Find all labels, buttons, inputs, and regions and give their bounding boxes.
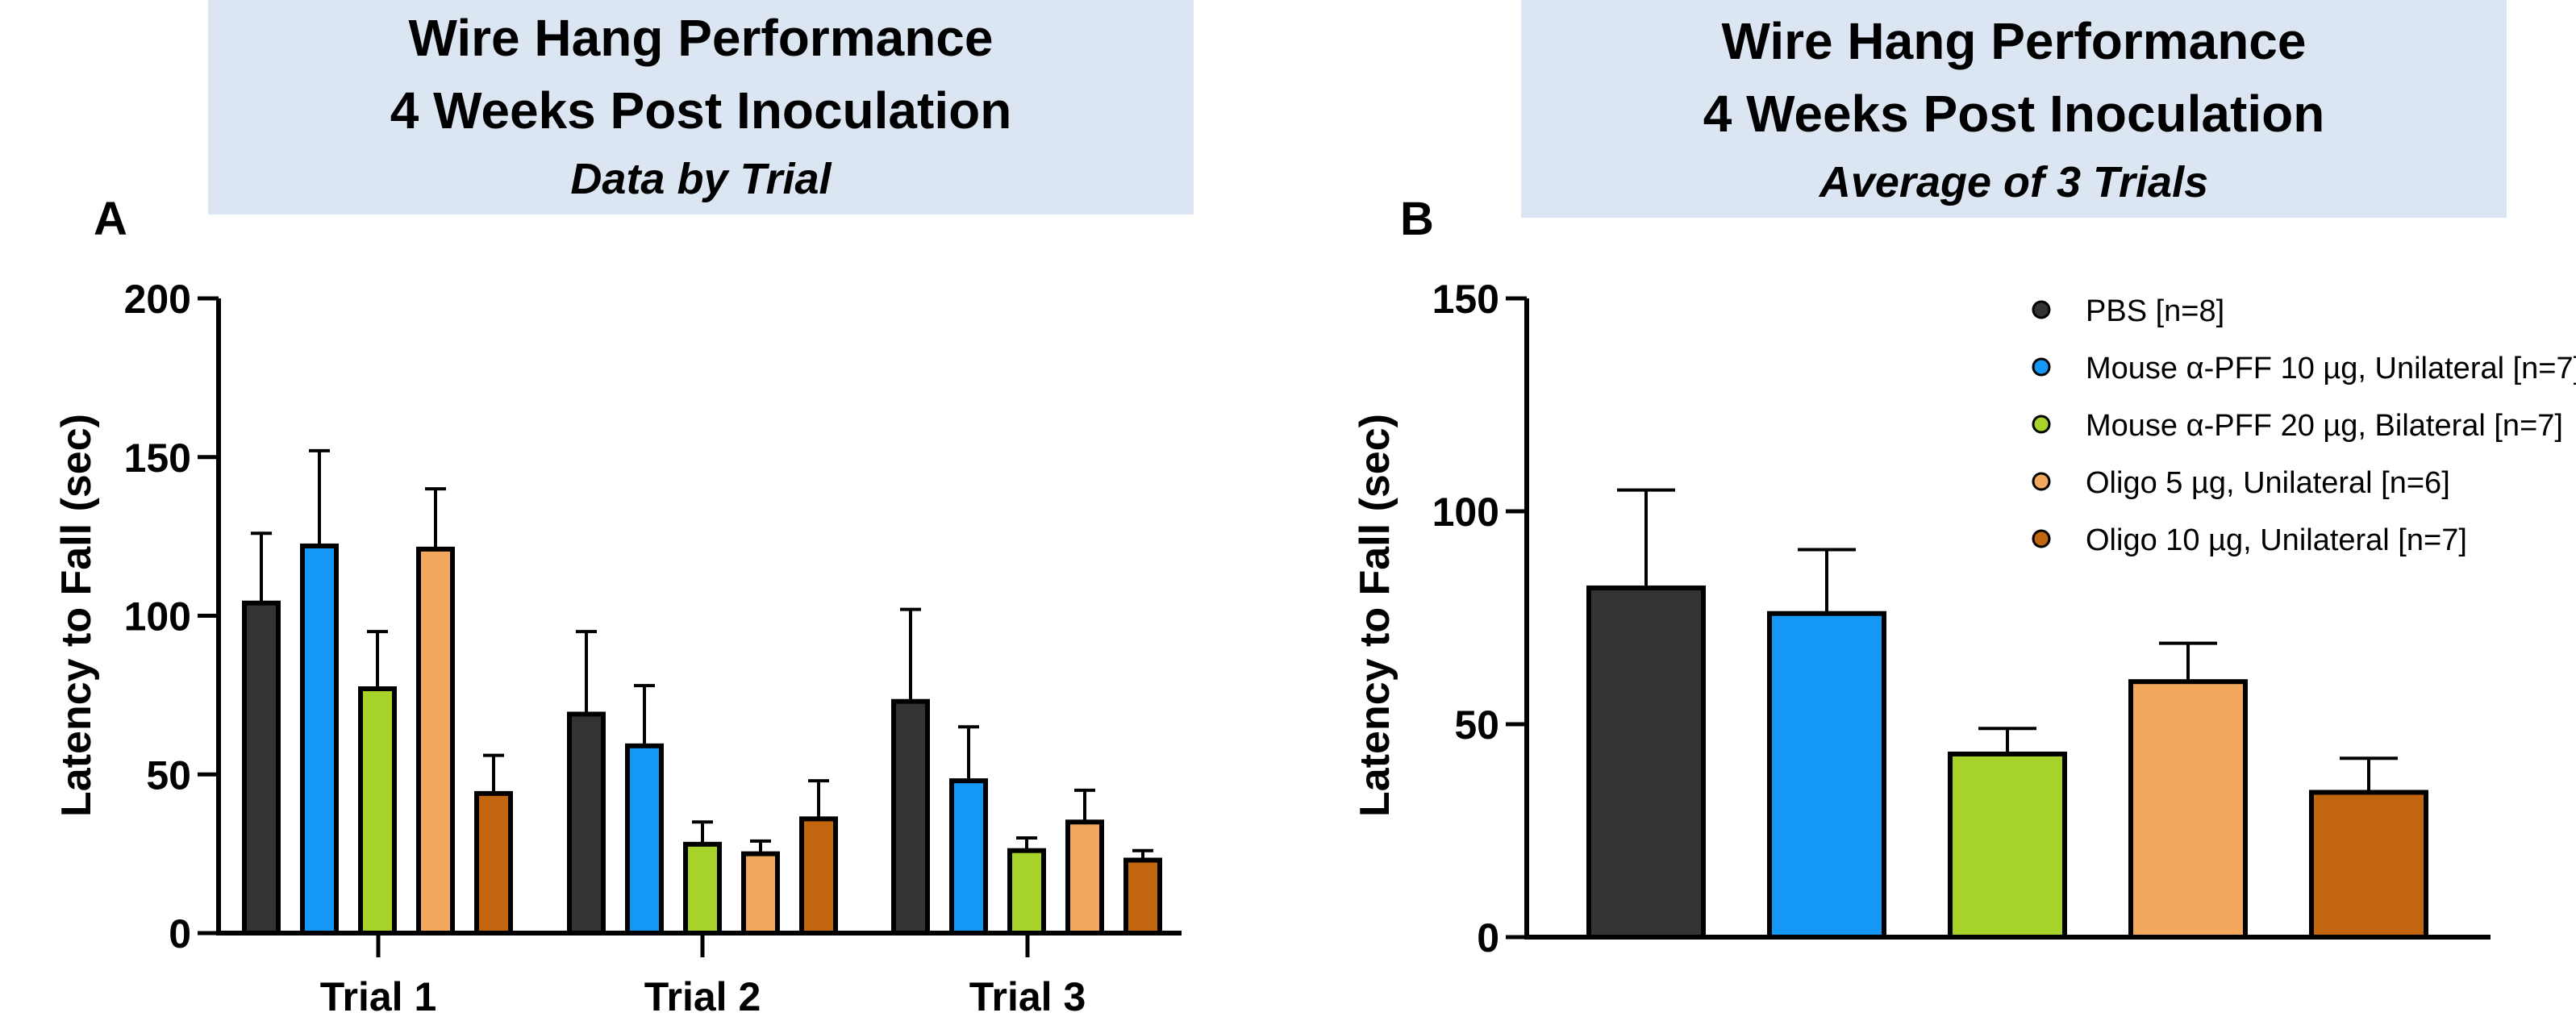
panel-b-ytick-label-0: 0: [1477, 915, 1499, 961]
panel-b-ytick-label-150: 150: [1432, 277, 1499, 322]
legend-label-1: Mouse α-PFF 10 µg, Unilateral [n=7]: [2086, 352, 2576, 385]
panel-a-y-axis-label: Latency to Fall (sec): [53, 414, 100, 817]
panel-a-ytick-label-150: 150: [124, 435, 191, 481]
panel-a-bar-s2-2: [1007, 848, 1046, 936]
panel-a-letter: A: [94, 193, 127, 245]
panel-a-xtick-label-1: Trial 2: [644, 974, 761, 1019]
panel-b-bar-4: [2309, 790, 2428, 940]
panel-a-bar-s3-0: [416, 546, 455, 936]
panel-a-subtitle: Data by Trial: [570, 155, 832, 203]
panel-b-bar-1: [1767, 611, 1886, 940]
panel-a-bar-s1-2: [949, 778, 988, 936]
panel-b-title-box: Wire Hang Performance 4 Weeks Post Inocu…: [1521, 0, 2507, 218]
panel-b-ytick-label-100: 100: [1432, 490, 1499, 535]
panel-a-ytick-label-100: 100: [124, 594, 191, 640]
legend-label-4: Oligo 10 µg, Unilateral [n=7]: [2086, 523, 2467, 557]
panel-a-bar-s3-2: [1065, 819, 1104, 936]
panel-a-title-box: Wire Hang Performance 4 Weeks Post Inocu…: [208, 0, 1194, 215]
panel-a-bar-s1-0: [300, 543, 339, 936]
panel-a-xtick-label-2: Trial 3: [969, 974, 1086, 1019]
legend-label-0: PBS [n=8]: [2086, 294, 2224, 328]
panel-a-bar-s0-2: [891, 698, 930, 936]
panel-b-bar-3: [2128, 679, 2248, 940]
panel-b-letter: B: [1400, 193, 1434, 245]
panel-a-bar-s1-1: [625, 743, 664, 936]
panel-a-bar-s4-0: [474, 790, 513, 936]
legend-marker-4: [2032, 529, 2051, 548]
panel-b-bar-2: [1948, 751, 2067, 940]
panel-b-title-line2: 4 Weeks Post Inoculation: [1703, 85, 2325, 143]
legend-marker-2: [2032, 415, 2051, 434]
legend-marker-0: [2032, 300, 2051, 319]
panel-b-title-line1: Wire Hang Performance: [1721, 12, 2307, 70]
legend-marker-3: [2032, 472, 2051, 491]
panel-a-bar-s4-1: [799, 816, 838, 936]
panel-b-ytick-label-50: 50: [1454, 702, 1499, 748]
panel-b-y-axis-label: Latency to Fall (sec): [1352, 414, 1398, 817]
panel-a-title-line1: Wire Hang Performance: [408, 9, 994, 67]
panel-a-bar-s4-2: [1123, 857, 1162, 936]
panel-a-bar-s2-0: [358, 686, 397, 936]
legend-label-3: Oligo 5 µg, Unilateral [n=6]: [2086, 466, 2450, 500]
panel-a-xtick-label-0: Trial 1: [320, 974, 437, 1019]
panel-a-bar-s2-1: [683, 841, 722, 936]
panel-a-bar-s0-0: [242, 600, 281, 936]
panel-b-bar-0: [1586, 586, 1706, 940]
legend-label-2: Mouse α-PFF 20 µg, Bilateral [n=7]: [2086, 409, 2563, 443]
panel-a-bar-s0-1: [567, 711, 606, 936]
panel-a-title-line2: 4 Weeks Post Inoculation: [390, 81, 1012, 140]
panel-a-bar-s3-1: [741, 851, 780, 936]
panel-a-ytick-label-50: 50: [146, 752, 191, 798]
panel-b-subtitle: Average of 3 Trials: [1819, 158, 2209, 206]
legend-marker-1: [2032, 357, 2051, 377]
panel-a-ytick-label-200: 200: [124, 277, 191, 322]
panel-a-ytick-label-0: 0: [169, 911, 191, 956]
